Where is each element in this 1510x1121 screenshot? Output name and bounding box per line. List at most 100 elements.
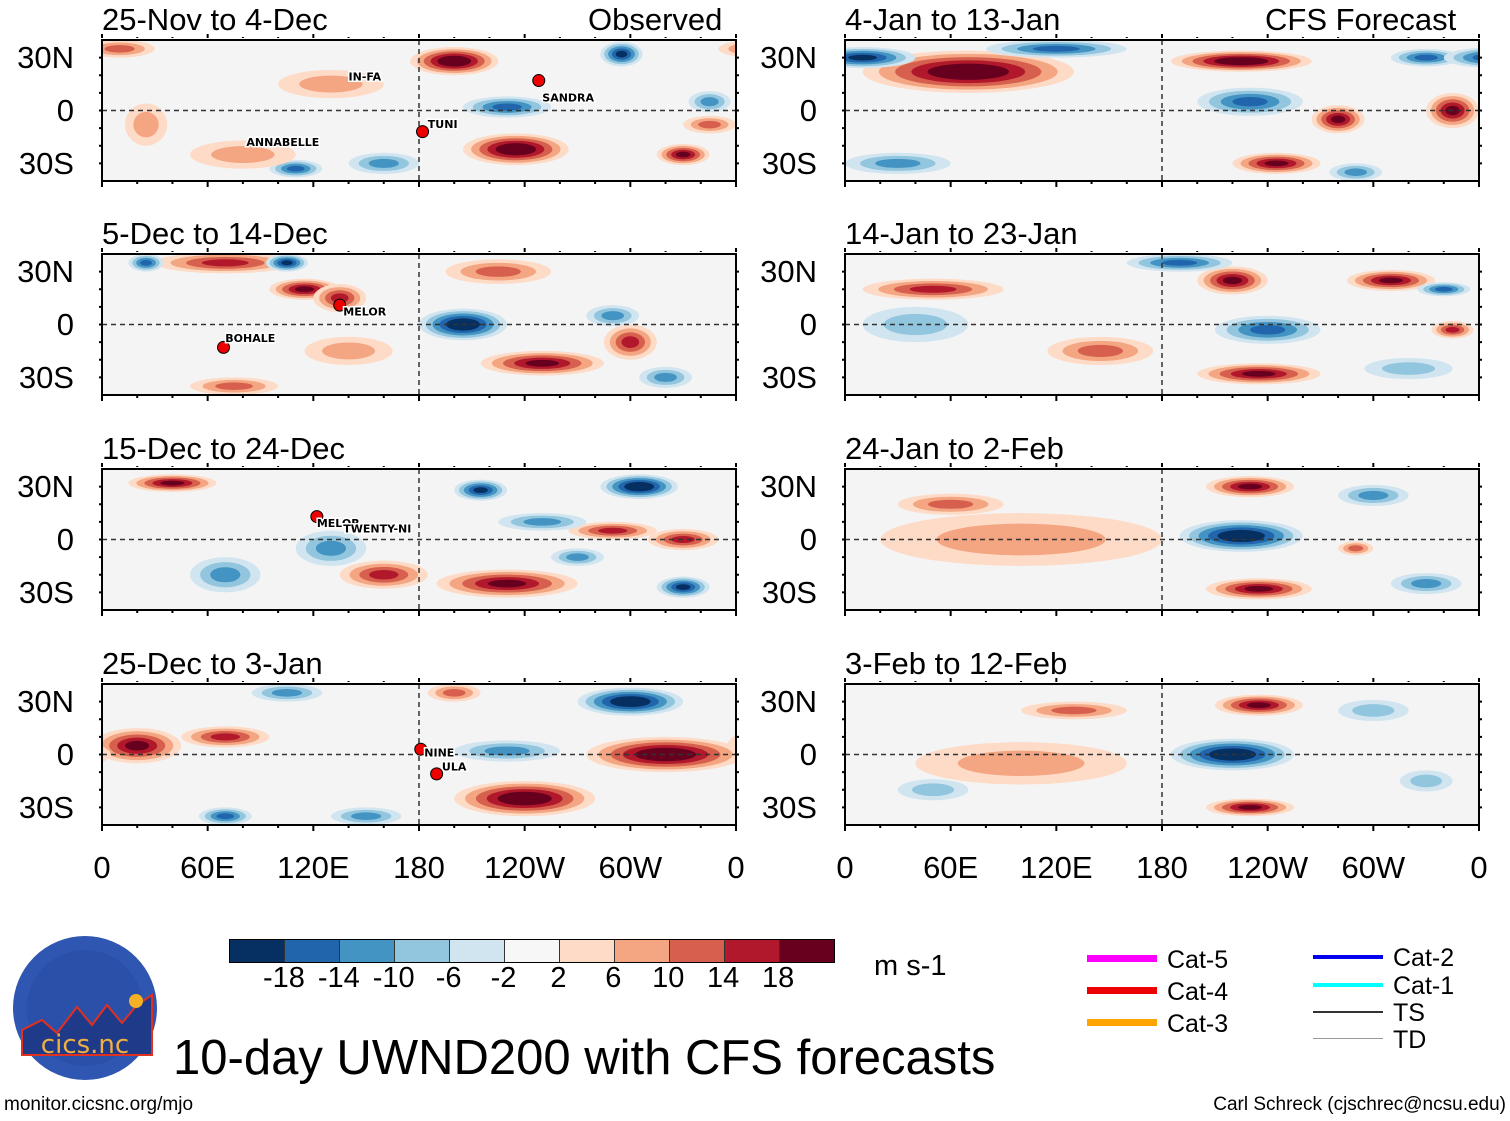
lat-label: 0: [799, 737, 817, 772]
wind-anomaly-contour: [647, 750, 684, 759]
wind-anomaly-contour: [160, 480, 185, 486]
colorbar-swatch: [339, 940, 394, 962]
wind-anomaly-contour: [1051, 706, 1097, 715]
panel-title: 3-Feb to 12-Feb: [845, 646, 1068, 681]
wind-anomaly-contour: [601, 311, 625, 321]
legend-label: Cat-1: [1393, 972, 1455, 1000]
storm-label: SANDRA: [542, 92, 594, 105]
wind-anomaly-contour: [883, 313, 948, 336]
wind-anomaly-contour: [1348, 545, 1364, 552]
wind-anomaly-contour: [351, 812, 382, 820]
wind-anomaly-contour: [210, 733, 240, 741]
wind-anomaly-contour: [216, 813, 235, 820]
panel-title: 25-Dec to 3-Jan: [102, 646, 323, 681]
legend-line-icon: [1313, 954, 1383, 959]
legend-line-icon: [1313, 1010, 1383, 1013]
wind-anomaly-contour: [700, 97, 719, 107]
lon-label: 60E: [923, 850, 979, 885]
wind-anomaly-contour: [621, 336, 640, 348]
legend-label: Cat-5: [1167, 946, 1229, 974]
logo-text: cics.nc: [41, 1030, 129, 1060]
wind-anomaly-contour: [698, 120, 721, 129]
lat-label: 30N: [760, 254, 817, 289]
wind-map: [842, 678, 1482, 831]
wind-anomaly-contour: [1352, 704, 1395, 717]
wind-anomaly-contour: [94, 116, 102, 134]
legend-label: TD: [1393, 1026, 1427, 1054]
colorbar-swatch: [669, 940, 724, 962]
lat-label: 0: [799, 307, 817, 342]
panel-title: 24-Jan to 2-Feb: [845, 431, 1064, 466]
lon-label: 120E: [277, 850, 350, 885]
cics-logo: cics.nc: [12, 935, 158, 1081]
lat-label: 30S: [761, 146, 817, 181]
legend-item: TD: [1313, 1026, 1426, 1055]
wind-anomaly-contour: [1032, 45, 1080, 52]
map-frame: [844, 468, 1480, 611]
map-frame: [101, 253, 737, 396]
footer-credit: Carl Schreck (cjschrec@ncsu.edu): [1213, 1094, 1506, 1115]
wind-anomaly-contour: [473, 487, 488, 494]
lat-label: 30S: [761, 575, 817, 610]
wind-anomaly-contour: [1238, 804, 1263, 810]
colorbar-label: -2: [490, 962, 517, 994]
storm-label: IN-FA: [349, 71, 382, 84]
wind-anomaly-contour: [299, 75, 363, 93]
lat-label: 0: [56, 737, 74, 772]
wind-anomaly-contour: [1238, 483, 1263, 490]
wind-anomaly-contour: [444, 57, 465, 65]
lon-label: 120W: [484, 850, 566, 885]
wind-anomaly-contour: [957, 750, 1085, 777]
storm-label: MELOR: [343, 306, 386, 319]
lat-label: 30S: [18, 146, 74, 181]
wind-map: MELOR BOHALE: [99, 248, 739, 401]
lon-label: 120W: [1227, 850, 1309, 885]
lat-label: 30S: [761, 360, 817, 395]
map-frame: [101, 683, 737, 826]
lon-label: 180: [1136, 850, 1188, 885]
wind-anomaly-contour: [210, 567, 241, 583]
wind-anomaly-contour: [1224, 58, 1258, 64]
wind-anomaly-contour: [1227, 532, 1256, 540]
wind-anomaly-contour: [104, 45, 135, 53]
panel-title: 15-Dec to 24-Dec: [102, 431, 345, 466]
lat-label: 30S: [18, 575, 74, 610]
legend-line-icon: [1087, 987, 1157, 994]
wind-anomaly-contour: [848, 54, 878, 61]
lat-label: 30N: [760, 40, 817, 75]
legend-line-icon: [1087, 955, 1157, 962]
colorbar-swatch: [504, 940, 559, 962]
colorbar-label: -6: [435, 962, 462, 994]
wind-anomaly-contour: [369, 570, 399, 580]
wind-anomaly-contour: [936, 523, 1106, 556]
legend-label: Cat-2: [1393, 944, 1455, 972]
wind-anomaly-contour: [1462, 51, 1479, 64]
colorbar-swatch: [230, 940, 284, 962]
panel-title: 4-Jan to 13-Jan: [845, 2, 1061, 37]
wind-anomaly-contour: [281, 260, 293, 266]
lat-label: 30S: [18, 360, 74, 395]
panel-title: 25-Nov to 4-Dec: [102, 2, 328, 37]
map-frame: [101, 39, 737, 182]
wind-anomaly-contour: [286, 165, 305, 172]
legend-item: Cat-5: [1087, 946, 1228, 975]
forecast-label: CFS Forecast: [1265, 2, 1457, 37]
wind-anomaly-contour: [442, 689, 466, 697]
colorbar-label: 10: [652, 962, 685, 994]
wind-anomaly-contour: [368, 158, 399, 168]
lon-label: 0: [727, 850, 745, 885]
footer-url: monitor.cicsnc.org/mjo: [4, 1094, 194, 1115]
wind-anomaly-contour: [1411, 579, 1442, 589]
lat-label: 30N: [760, 684, 817, 719]
lat-label: 0: [56, 522, 74, 557]
wind-anomaly-contour: [322, 342, 375, 360]
wind-anomaly-contour: [598, 527, 628, 534]
legend-label: Cat-3: [1167, 1010, 1229, 1038]
colorbar-label: 18: [761, 962, 795, 994]
wind-anomaly-contour: [201, 259, 249, 267]
colorbar-label: 6: [605, 962, 622, 994]
wind-anomaly-contour: [909, 285, 957, 293]
legend-item: Cat-1: [1313, 972, 1454, 1001]
lat-label: 0: [56, 307, 74, 342]
